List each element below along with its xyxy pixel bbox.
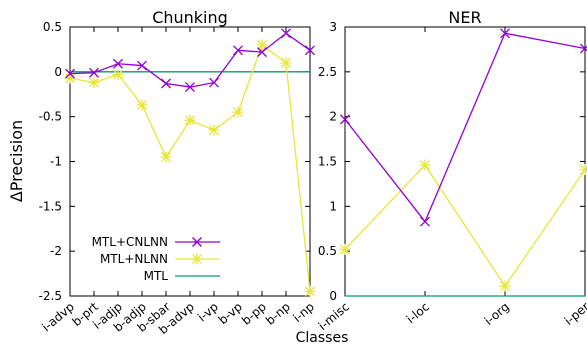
legend-symbol-cnlnn: [175, 237, 220, 247]
chunking-series-mtl-nlnn-point: [280, 57, 292, 69]
chunking-series-mtl-nlnn-point: [256, 39, 268, 51]
ner-series-mtl-cnlnn-point: [580, 43, 587, 54]
ner-y-tick-label: 3: [329, 20, 337, 34]
chunking-series-mtl-cnlnn-point: [257, 47, 267, 58]
ner-y-ticks: 3 2.5 2 1.5 1 0.5 0: [318, 20, 585, 303]
ner-series-mtl-nlnn-point: [499, 280, 511, 292]
legend-label-cnlnn: MTL+CNLNN: [92, 235, 168, 249]
chunking-series-mtl-cnlnn-point: [89, 67, 99, 78]
ner-y-tick-label: 0.5: [318, 244, 337, 258]
ner-series-mtl-cnlnn-point: [500, 28, 510, 39]
chunking-series-mtl-cnlnn-point: [185, 82, 195, 93]
chunking-y-tick-label: -2: [50, 244, 62, 258]
legend-marker: [191, 253, 203, 265]
ner-series-mtl-nlnn-line: [344, 164, 586, 288]
chunking-x-tick-label-b-pp: b-pp: [239, 300, 269, 328]
chunking-series-mtl-cnlnn-point: [209, 77, 219, 88]
chunking-y-tick-label: 0.5: [43, 20, 62, 34]
legend-marker: [192, 237, 202, 247]
chunking-series-mtl-cnlnn-point: [305, 45, 315, 56]
x-axis-label: Classes: [296, 330, 349, 345]
legend-label-mtl: MTL: [144, 269, 169, 283]
chunking-y-tick-label: -2.5: [39, 289, 62, 303]
ner-series-mtl-nlnn-point: [339, 243, 351, 255]
chunking-series: [64, 28, 316, 298]
chunking-y-tick-label: 0: [54, 65, 62, 79]
chunking-series-mtl-nlnn-point: [208, 124, 220, 136]
legend-label-nlnn: MTL+NLNN: [100, 252, 168, 266]
ner-x-tick-label-i-misc: i-misc: [316, 300, 352, 334]
chunking-title: Chunking: [152, 8, 228, 27]
ner-x-ticks: i-misc i-loc i-org i-per: [316, 27, 587, 333]
ner-plot-frame: [344, 26, 586, 297]
chunking-y-tick-label: -0.5: [39, 110, 62, 124]
ner-series-mtl-nlnn-point: [419, 159, 431, 171]
chunking-series-mtl-nlnn-point: [88, 77, 100, 89]
chunking-x-tick-label-i-np: i-np: [290, 300, 317, 325]
chunking-y-tick-label: -1.5: [39, 199, 62, 213]
chunking-y-ticks: 0.5 0 -0.5 -1 -1.5 -2 -2.5: [39, 20, 310, 303]
ner-series-mtl-cnlnn-line: [344, 32, 586, 223]
chunking-x-tick-label-i-vp: i-vp: [195, 300, 221, 325]
ner-y-tick-label: 1.5: [318, 155, 337, 169]
legend-symbol-nlnn: [175, 253, 220, 265]
chunking-x-tick-label-b-np: b-np: [263, 300, 293, 328]
chunking-series-mtl-cnlnn-point: [233, 45, 243, 56]
chunking-series-mtl-nlnn-point: [160, 151, 172, 163]
chunking-series-mtl-nlnn-point: [136, 99, 148, 111]
chunking-series-mtl-cnlnn-point: [65, 68, 75, 79]
chunking-series-mtl-cnlnn-point: [137, 60, 147, 71]
chunking-panel: Chunking ΔPrecision 0.5 0 -0.5 -1 -1.5 -2 -2.5…: [7, 8, 317, 337]
chunking-x-tick-label-b-vp: b-vp: [216, 300, 245, 328]
chunking-series-mtl-cnlnn-point: [113, 58, 123, 69]
ner-y-tick-label: 2.5: [318, 65, 337, 79]
ner-y-tick-label: 2: [329, 110, 337, 124]
ner-series-mtl-cnlnn-point: [340, 114, 350, 125]
ner-title: NER: [448, 8, 481, 27]
ner-x-tick-label-i-per: i-per: [562, 300, 587, 329]
ner-y-tick-label: 1: [329, 199, 337, 213]
ner-series: [339, 28, 587, 297]
ner-series-mtl-cnlnn-point: [420, 216, 430, 227]
ner-series-mtl-nlnn-point: [579, 164, 587, 176]
y-axis-label: ΔPrecision: [7, 120, 26, 202]
chunking-series-mtl-nlnn-point: [232, 106, 244, 118]
chunking-y-tick-label: -1: [50, 155, 62, 169]
ner-y-tick-label: 0: [329, 289, 337, 303]
chunking-series-mtl-cnlnn-point: [161, 78, 171, 89]
legend: MTL+CNLNN MTL+NLNN MTL: [92, 235, 220, 283]
chunking-series-mtl-cnlnn-point: [281, 28, 291, 39]
ner-panel: NER 3 2.5 2 1.5 1 0.5 0 i-misc i-loc i-org i-per: [316, 8, 587, 333]
chunking-series-mtl-nlnn-point: [112, 69, 124, 81]
chunking-series-mtl-nlnn-point: [184, 114, 196, 126]
ner-x-tick-label-i-loc: i-loc: [404, 300, 432, 327]
ner-x-tick-label-i-org: i-org: [482, 300, 512, 328]
chunking-series-mtl-nlnn-point: [304, 286, 316, 298]
